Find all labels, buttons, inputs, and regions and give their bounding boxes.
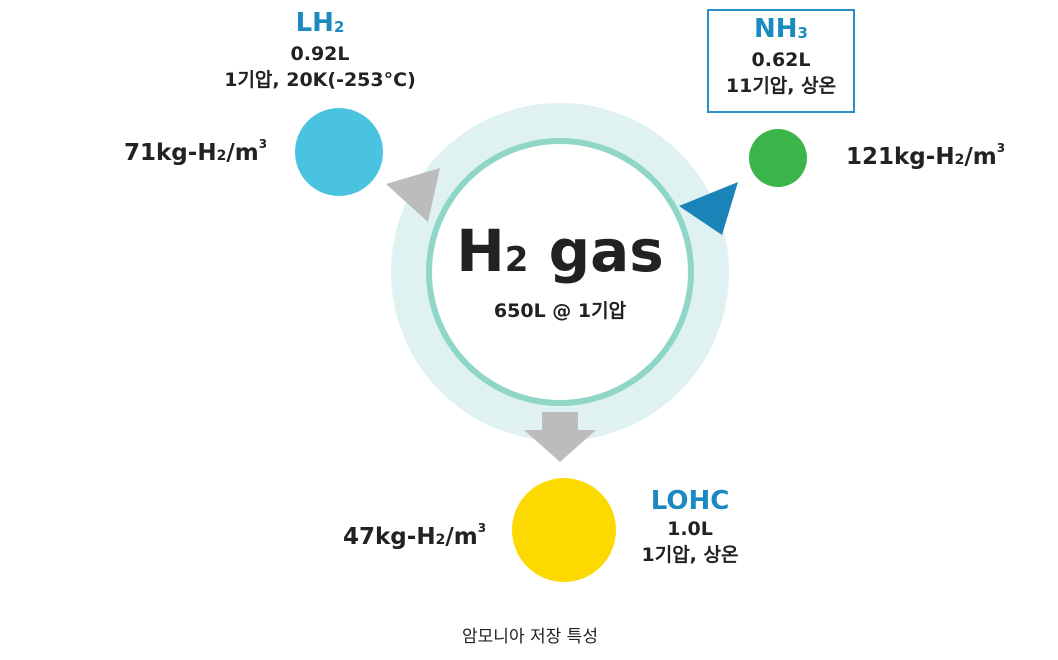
h2-gas-title: H2 gas [456,217,664,285]
nh3-highlight-box [707,9,855,113]
lohc-name: LOHC [650,486,730,516]
lh2-volume: 0.92L [290,43,350,65]
figure-caption: 암모니아 저장 특성 [462,627,598,647]
h2-gas-subtitle: 650L @ 1기압 [493,300,627,322]
arrow-to-lh2 [386,168,440,222]
nh3-condition: 11기압, 상온 [725,75,837,97]
lh2-circle [295,108,383,196]
lh2-label: LH2 0.92L 1기압, 20K(-253°C) [220,8,420,93]
nh3-volume: 0.62L [751,49,811,71]
nh3-density: 121kg-H2/m3 [846,141,1006,170]
lohc-condition: 1기압, 상온 [641,544,739,566]
nh3-circle [749,129,807,187]
lh2-name: LH2 [295,8,345,38]
lohc-density: 47kg-H2/m3 [343,521,487,550]
lohc-volume: 1.0L [667,518,713,540]
lh2-condition: 1기압, 20K(-253°C) [224,69,416,91]
inner-ring [426,138,694,406]
lohc-label: LOHC 1.0L 1기압, 상온 [620,486,760,568]
lohc-circle [512,478,616,582]
lh2-density: 71kg-H2/m3 [124,137,268,166]
nh3-name: NH3 [754,14,808,44]
arrow-to-nh3 [679,182,738,235]
arrow-to-lohc [524,412,596,462]
nh3-label: NH3 0.62L 11기압, 상온 [707,14,855,99]
